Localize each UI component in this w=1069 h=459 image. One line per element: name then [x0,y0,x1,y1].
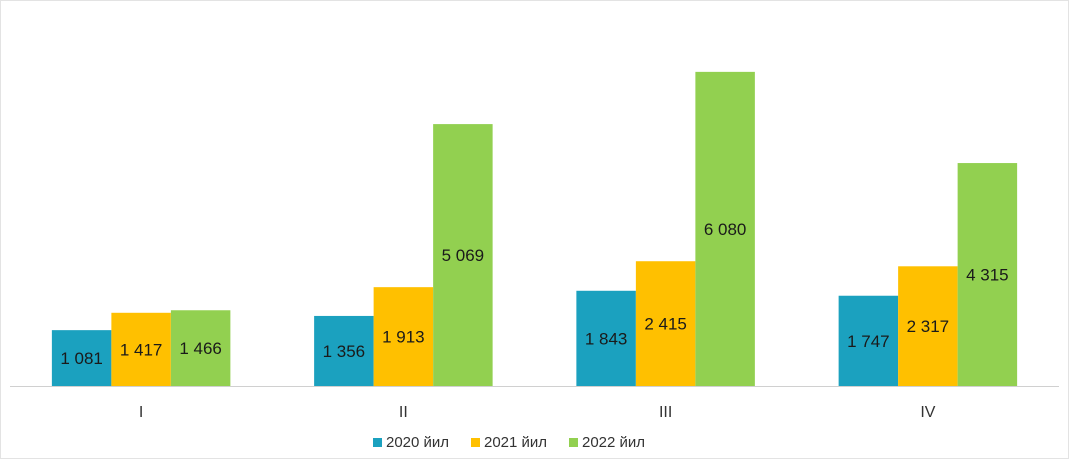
x-tick-label: II [399,404,408,421]
data-label: 5 069 [442,246,485,265]
bar [51,330,112,386]
legend-label: 2022 йил [582,434,645,451]
legend-label: 2021 йил [484,434,547,451]
x-tick-label: IV [920,404,935,421]
data-label: 1 417 [120,340,163,359]
x-tick-labels: I II III IV [139,404,936,421]
x-tick-label: III [659,404,672,421]
bar [170,310,231,386]
legend-item: 2022 йил [569,434,645,451]
data-label: 4 315 [966,266,1009,285]
data-label: 2 317 [907,317,950,336]
data-label: 2 415 [644,315,687,334]
bar [111,312,171,386]
legend-label: 2020 йил [386,434,449,451]
bar [898,266,958,386]
data-label: 1 913 [382,328,425,347]
x-tick-label: I [139,404,143,421]
data-label: 1 356 [323,342,366,361]
data-label: 1 747 [847,332,890,351]
bar [635,261,696,386]
legend: 2020 йил 2021 йил 2022 йил [373,434,645,451]
bar [576,290,636,386]
bar [373,287,434,386]
legend-swatch [569,438,578,447]
legend-item: 2020 йил [373,434,449,451]
bar [838,295,899,386]
data-label: 1 466 [179,339,222,358]
legend-swatch [373,438,382,447]
legend-item: 2021 йил [471,434,547,451]
data-label: 1 081 [60,349,103,368]
bar [695,71,755,386]
bar [314,315,374,386]
bars-layer: 1 081 1 417 1 466 1 356 1 913 5 069 1 843 2 415… [51,71,1018,386]
data-label: 1 843 [585,329,628,348]
data-label: 6 080 [704,220,747,239]
bar [957,163,1018,386]
bar [433,124,493,386]
legend-swatch [471,438,480,447]
